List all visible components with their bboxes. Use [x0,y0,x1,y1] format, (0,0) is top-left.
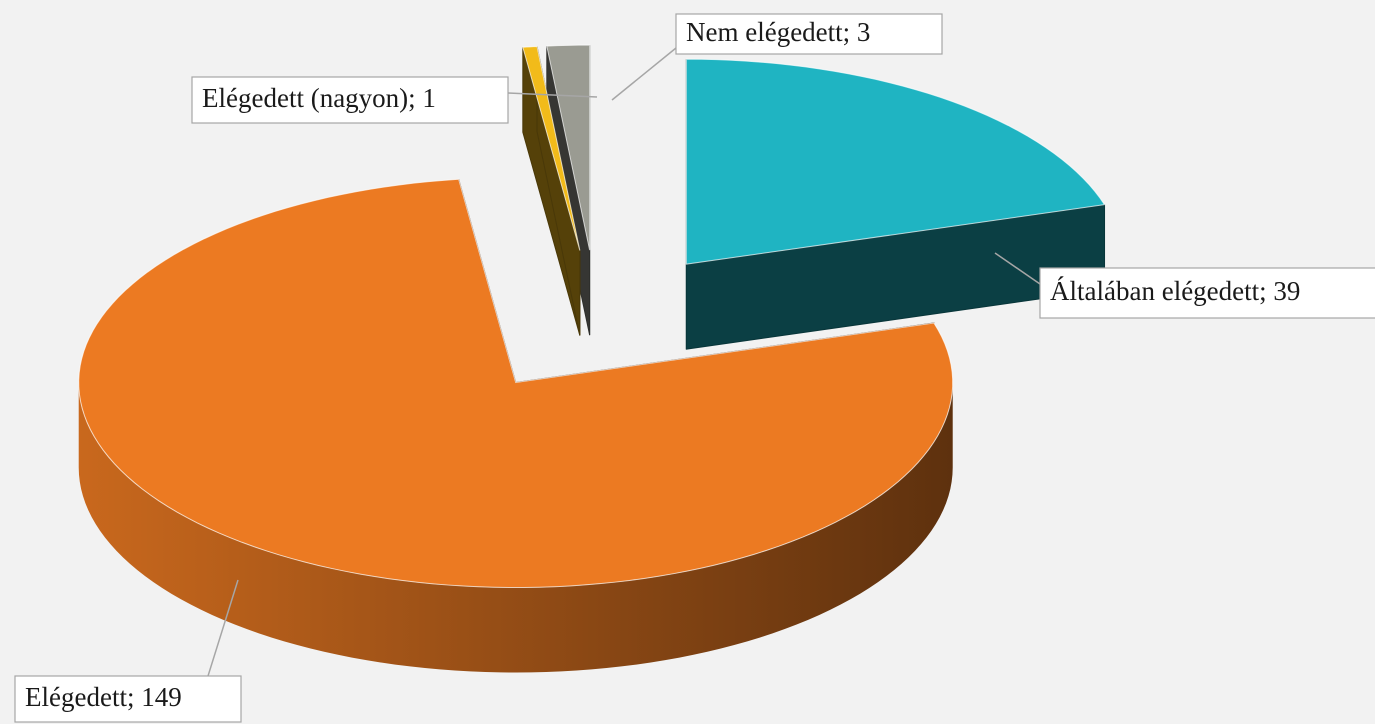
data-label: Elégedett (nagyon); 1 [202,83,436,113]
leader-line [207,579,239,677]
leader-line [507,92,598,98]
label-box [191,76,509,124]
data-label: Nem elégedett; 3 [686,17,870,47]
leader-line [994,252,1041,285]
slice [685,58,1106,265]
label-box [675,13,943,55]
label-box [14,675,242,723]
pie [78,44,1106,673]
data-label: Általában elégedett; 39 [1050,276,1300,306]
labels: Általában elégedett; 39 Elégedett; 149 Elé… [14,13,1375,723]
label-box [1039,267,1375,319]
data-label: Elégedett; 149 [25,682,182,712]
slice [522,45,581,251]
leader-line [611,47,677,101]
slice-side [78,382,953,673]
slice [78,178,954,588]
